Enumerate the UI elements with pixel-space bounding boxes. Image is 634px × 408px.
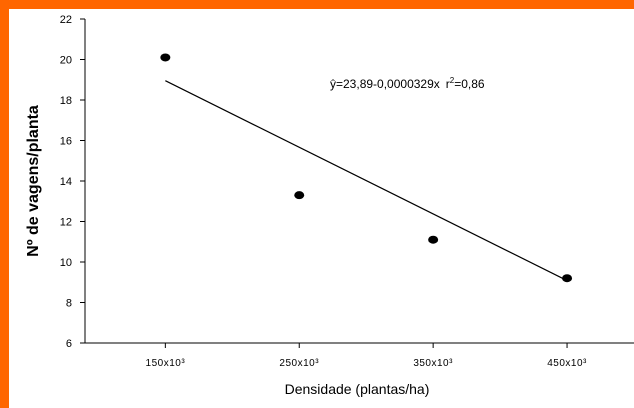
data-point: [294, 191, 305, 200]
axes: [84, 19, 634, 344]
r2-superscript: 2: [450, 76, 455, 85]
y-tick-label: 22: [60, 14, 72, 26]
x-tick-label: 450x10³: [547, 358, 587, 369]
x-tick-label: 350x10³: [413, 358, 453, 369]
x-axis-title: Densidade (plantas/ha): [285, 381, 430, 397]
data-points: [160, 53, 573, 283]
y-tick-label: 20: [60, 55, 72, 67]
x-ticks: 150x10³ 250x10³ 350x10³ 450x10³: [146, 343, 587, 369]
r2-label: r: [446, 77, 450, 91]
data-point: [428, 235, 439, 244]
y-tick-label: 14: [60, 176, 72, 188]
x-tick-label: 150x10³: [146, 358, 186, 369]
data-point: [562, 274, 573, 283]
y-tick-label: 8: [66, 298, 72, 310]
y-tick-label: 12: [60, 217, 72, 229]
y-tick-label: 6: [66, 338, 72, 350]
y-tick-label: 10: [60, 257, 72, 269]
y-ticks: 6 8 10 12 14 16 18 20 22: [60, 14, 85, 350]
data-point: [160, 53, 171, 62]
y-axis-title: Nº de vagens/planta: [25, 105, 42, 257]
regression-line: [165, 80, 568, 282]
y-tick-label: 16: [60, 136, 72, 148]
frame-top-border: [0, 0, 634, 9]
y-tick-label: 18: [60, 95, 72, 107]
equation-text: ŷ=23,89-0,0000329x: [330, 77, 440, 91]
frame-left-border: [0, 0, 9, 408]
regression-line-group: [165, 80, 568, 282]
x-tick-label: 250x10³: [279, 358, 319, 369]
r2-value: =0,86: [454, 77, 485, 91]
regression-equation: ŷ=23,89-0,0000329x r2=0,86: [330, 76, 485, 91]
